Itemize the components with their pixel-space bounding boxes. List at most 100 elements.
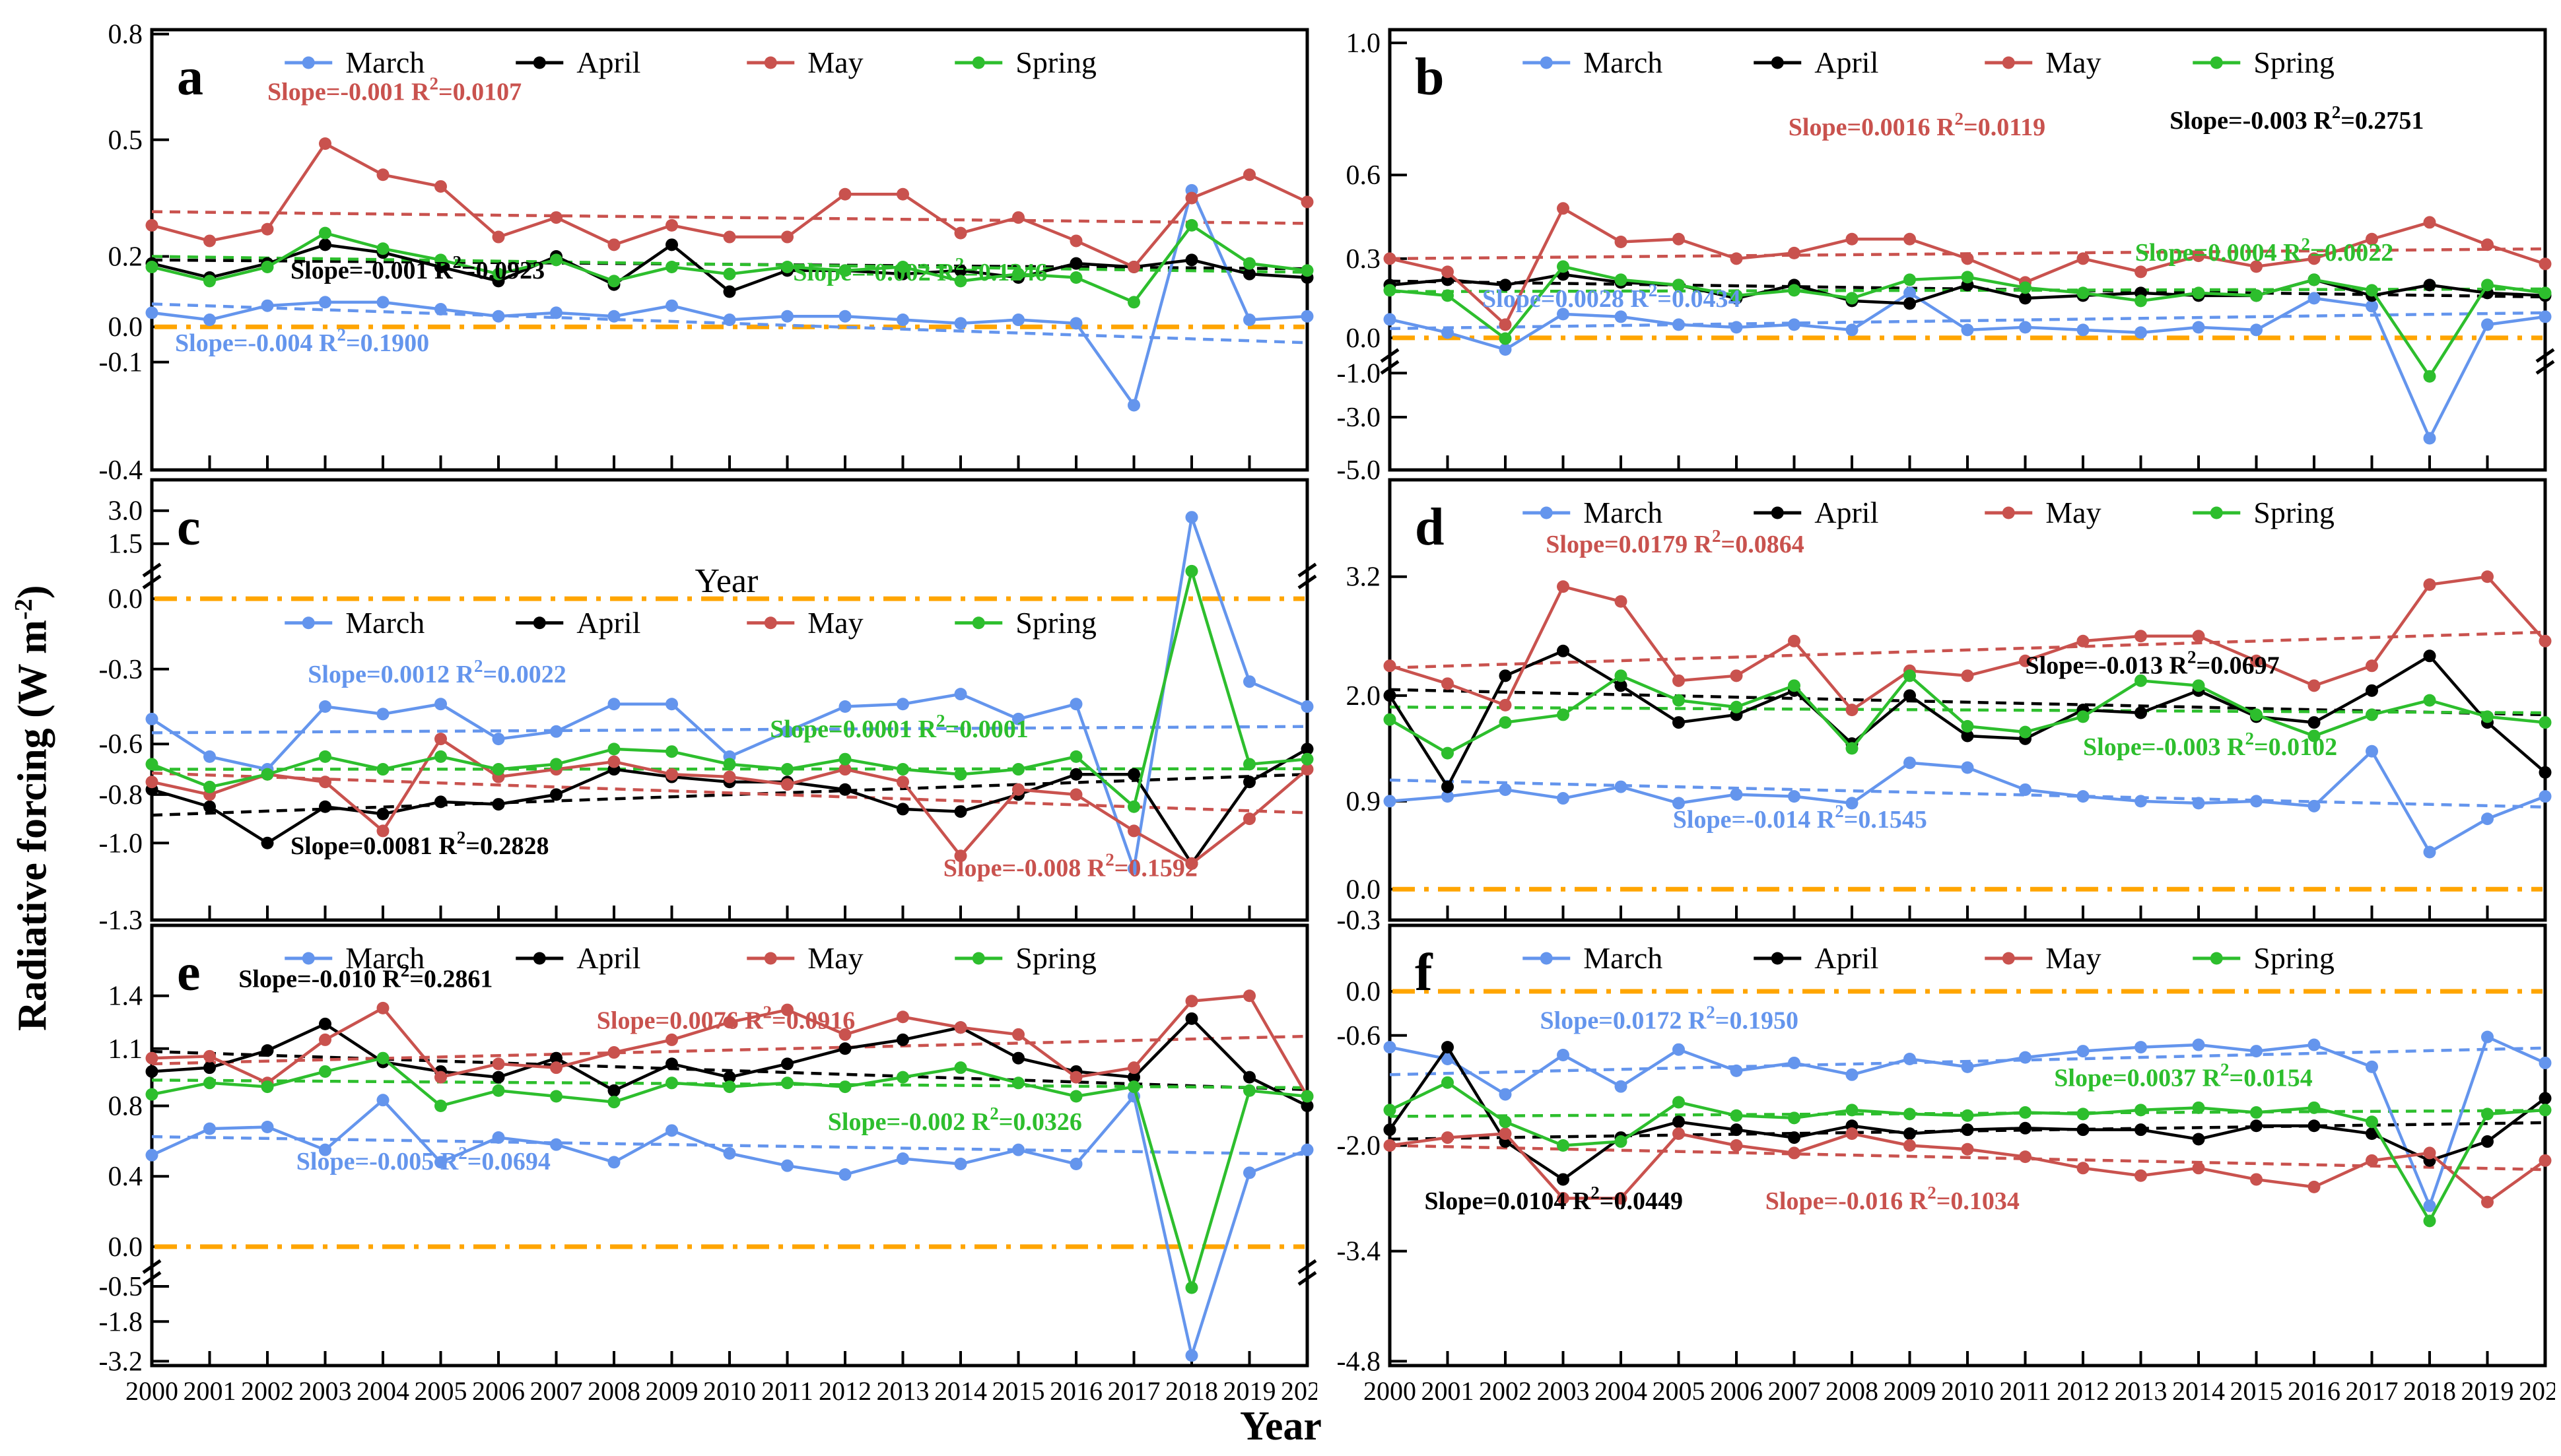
annotation-text: Slope=0.0172 R <box>1540 1007 1707 1035</box>
data-point-april <box>2539 1092 2552 1105</box>
slope-annotation-april: Slope=0.0104 R2=0.0449 <box>1425 1183 1683 1215</box>
data-point-april <box>376 807 390 820</box>
data-point-spring <box>319 750 331 763</box>
annotation-superscript: 2 <box>452 252 461 272</box>
data-point-spring <box>607 743 621 756</box>
legend-label: Spring <box>1015 606 1097 640</box>
data-point-may <box>1499 698 1512 711</box>
data-point-spring <box>2192 286 2205 300</box>
data-point-april <box>319 800 331 813</box>
x-tick-label: 2008 <box>588 1376 640 1406</box>
data-point-may <box>203 1049 216 1063</box>
data-point-april <box>607 1084 621 1097</box>
data-point-march <box>2076 1045 2090 1058</box>
annotation-superscript: 2 <box>2220 1059 2230 1079</box>
data-point-april <box>434 795 447 809</box>
annotation-text: =0.1246 <box>964 259 1047 286</box>
data-point-march <box>203 314 216 327</box>
series-markers-spring <box>1383 669 2552 760</box>
data-point-april <box>1301 743 1314 756</box>
data-point-may <box>1128 824 1140 838</box>
panel-e: 1.4 1.1 0.8 0.4 0.0 -0.5 -1.8 -3.2 2000 2001 2002 2… <box>56 919 1334 1432</box>
data-point-may <box>2423 216 2436 229</box>
data-point-march <box>2250 1045 2263 1058</box>
data-point-spring <box>1012 267 1025 281</box>
data-point-spring <box>1557 260 1569 273</box>
data-point-march <box>1614 310 1627 323</box>
trend-line-march <box>151 725 1308 735</box>
data-point-may <box>1788 1146 1800 1160</box>
legend-item-march: March <box>1522 46 1662 79</box>
annotation-text: =0.0326 <box>999 1108 1082 1136</box>
legend-label: April <box>1814 496 1878 529</box>
data-point-march <box>550 306 563 319</box>
data-point-spring <box>376 763 390 776</box>
data-point-march <box>1961 323 1974 337</box>
data-point-may <box>492 230 505 244</box>
data-point-may <box>2192 249 2205 263</box>
data-point-may <box>145 218 158 232</box>
trend-line-april <box>151 1049 1308 1092</box>
y-tick-label: 2.0 <box>1346 681 1381 711</box>
data-point-spring <box>1499 716 1512 729</box>
data-point-spring <box>723 1080 736 1094</box>
legend-item-spring: Spring <box>2193 496 2335 529</box>
data-point-may <box>2366 1154 2378 1167</box>
data-point-spring <box>2481 1108 2494 1121</box>
y-tick-label: -1.0 <box>1337 358 1381 389</box>
data-point-spring <box>1845 1104 1859 1117</box>
data-point-march <box>1788 1056 1800 1069</box>
data-point-march <box>2423 1199 2436 1212</box>
y-tick-label: -0.3 <box>99 655 143 685</box>
data-point-march <box>2134 1041 2147 1054</box>
data-point-spring <box>666 261 678 274</box>
annotation-text: Slope=0.0104 R <box>1425 1187 1591 1215</box>
data-point-april <box>2250 1119 2263 1133</box>
data-point-march <box>2192 1038 2205 1051</box>
annotation-superscript: 2 <box>1835 801 1844 821</box>
data-point-april <box>2076 1123 2090 1137</box>
data-point-may <box>1614 235 1627 248</box>
data-point-may <box>1012 783 1025 796</box>
x-tick-label: 2001 <box>184 1376 236 1406</box>
data-point-spring <box>2423 370 2436 383</box>
data-point-march <box>145 306 158 319</box>
annotation-text: =0.0119 <box>1963 114 2045 141</box>
data-point-may <box>2134 265 2147 279</box>
data-point-spring <box>1672 1096 1685 1109</box>
series-markers-may <box>1383 202 2552 331</box>
data-point-march <box>723 314 736 327</box>
data-point-april <box>203 1061 216 1075</box>
data-point-may <box>2076 634 2090 647</box>
data-point-may <box>1672 232 1685 246</box>
data-point-may <box>1557 202 1569 215</box>
slope-annotation-spring: Slope=0.0037 R2=0.0154 <box>2054 1059 2312 1092</box>
data-point-spring <box>2250 289 2263 302</box>
trend-line-march <box>1389 778 2546 809</box>
trend-line-may <box>1389 630 2546 670</box>
series-markers-may <box>145 137 1314 274</box>
panel-a-chart: 0.8 0.5 0.2 0.0 -0.1 -0.4 March April May Spring a… <box>99 20 1314 486</box>
data-point-may <box>319 1033 331 1046</box>
annotation-text: Slope=-0.003 R <box>2169 107 2332 135</box>
annotation-text: Slope=-0.003 R <box>2083 733 2245 761</box>
data-point-spring <box>1730 1109 1743 1122</box>
data-point-spring <box>2423 694 2436 707</box>
data-point-march <box>1499 1088 1512 1101</box>
data-point-march <box>954 688 967 701</box>
data-point-may <box>2192 630 2205 643</box>
data-point-may <box>781 1003 794 1016</box>
x-tick-label: 2007 <box>1768 1376 1821 1406</box>
data-point-spring <box>2423 1214 2436 1228</box>
legend-label: May <box>2045 46 2101 79</box>
data-point-march <box>1301 310 1314 323</box>
x-tick-label: 2014 <box>934 1376 987 1406</box>
legend-label: March <box>345 606 425 640</box>
data-point-march <box>1301 700 1314 713</box>
data-point-march <box>2250 795 2263 808</box>
data-point-march <box>954 1158 967 1171</box>
annotation-text: Slope=-0.013 R <box>2026 651 2188 679</box>
data-point-march <box>1730 788 1743 801</box>
slope-annotation-march: Slope=0.0172 R2=0.1950 <box>1540 1003 1798 1035</box>
series-markers-march <box>145 1090 1314 1362</box>
